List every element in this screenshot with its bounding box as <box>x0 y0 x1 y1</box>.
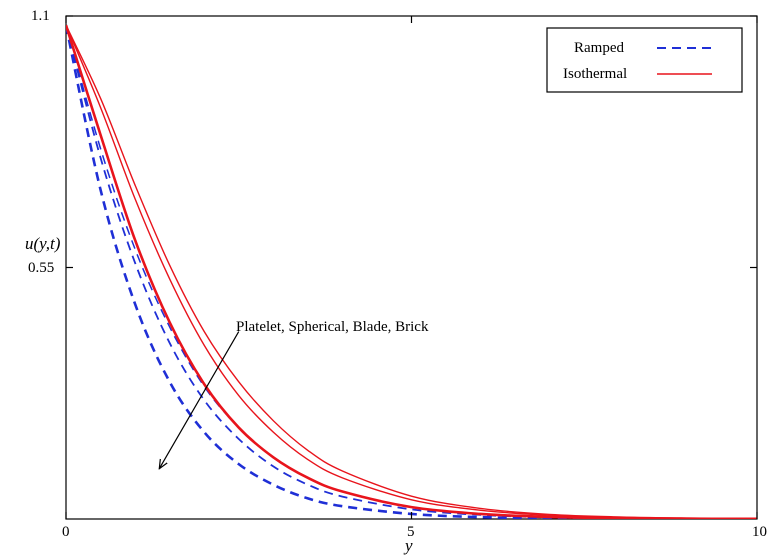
y-axis-title: u(y,t) <box>25 234 61 253</box>
legend-label-isothermal: Isothermal <box>563 66 627 82</box>
series-line-1 <box>66 24 757 519</box>
x-tick-label-0: 0 <box>62 524 70 540</box>
annotation-text: Platelet, Spherical, Blade, Brick <box>236 319 429 335</box>
y-tick-label-mid: 0.55 <box>28 260 54 276</box>
x-tick-label-5: 5 <box>407 524 415 540</box>
x-tick-label-10: 10 <box>752 524 767 540</box>
ticks-layer <box>65 15 758 519</box>
series-line-4 <box>66 24 757 519</box>
series-line-2 <box>66 24 757 519</box>
annotation-arrow <box>159 331 240 469</box>
series-line-0 <box>66 24 757 519</box>
series-line-5 <box>66 24 757 519</box>
series-line-3 <box>66 24 757 519</box>
legend-box <box>546 27 743 93</box>
legend-label-ramped: Ramped <box>574 40 624 56</box>
legend: Ramped Isothermal <box>546 27 743 93</box>
x-axis-title: y <box>403 536 413 555</box>
y-tick-label-top: 1.1 <box>31 8 50 24</box>
series-layer <box>66 24 757 519</box>
